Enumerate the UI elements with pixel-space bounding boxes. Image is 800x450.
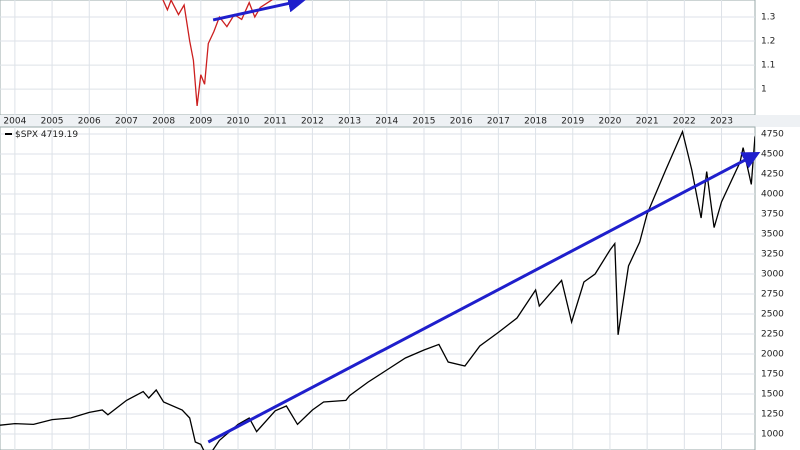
x-tick-label: 2004: [3, 117, 26, 127]
x-tick-label: 2017: [487, 117, 510, 127]
legend-label: $SPX 4719.19: [15, 130, 78, 140]
y-tick-label: 3500: [761, 230, 784, 240]
x-tick-label: 2007: [115, 117, 138, 127]
x-tick-label: 2009: [189, 117, 212, 127]
x-tick-label: 2011: [264, 117, 287, 127]
y-tick-label: 2500: [761, 310, 784, 320]
x-tick-label: 2014: [375, 117, 398, 127]
top-panel: [0, 0, 756, 116]
y-tick-label: 4000: [761, 190, 784, 200]
x-tick-label: 2013: [338, 117, 361, 127]
y-tick-label: 1500: [761, 390, 784, 400]
y-tick-label: 2250: [761, 330, 784, 340]
y-tick-label: 1250: [761, 410, 784, 420]
y-tick-label: 1.3: [761, 13, 775, 23]
x-tick-label: 2023: [710, 117, 733, 127]
y-tick-label: 4750: [761, 130, 784, 140]
series-line: [162, 0, 304, 106]
x-tick-label: 2019: [561, 117, 584, 127]
x-tick-label: 2018: [524, 117, 547, 127]
x-tick-label: 2016: [450, 117, 473, 127]
y-tick-label: 3000: [761, 270, 784, 280]
y-tick-label: 4500: [761, 150, 784, 160]
plot-area: [162, 0, 304, 106]
y-tick-label: 2000: [761, 350, 784, 360]
x-tick-label: 2006: [78, 117, 101, 127]
y-tick-label: 2750: [761, 290, 784, 300]
x-tick-label: 2022: [673, 117, 696, 127]
x-tick-label: 2008: [152, 117, 175, 127]
date-strip: [0, 115, 800, 127]
x-tick-label: 2010: [227, 117, 250, 127]
y-tick-label: 1000: [761, 430, 784, 440]
legend-name: $SPX: [15, 130, 38, 140]
y-tick-label: 1.2: [761, 37, 775, 47]
y-tick-label: 4250: [761, 170, 784, 180]
bottom-panel: [0, 126, 756, 450]
y-tick-label: 1: [761, 85, 767, 95]
y-tick-label: 1750: [761, 370, 784, 380]
x-tick-label: 2005: [41, 117, 64, 127]
y-tick-label: 1.1: [761, 61, 775, 71]
x-tick-label: 2015: [413, 117, 436, 127]
y-tick-label: 3250: [761, 250, 784, 260]
y-tick-label: 3750: [761, 210, 784, 220]
plot-area: [0, 129, 755, 450]
legend-last-value: 4719.19: [41, 130, 78, 140]
x-tick-label: 2012: [301, 117, 324, 127]
x-tick-label: 2020: [598, 117, 621, 127]
trend-arrow: [207, 152, 761, 444]
series-line: [0, 129, 755, 450]
trend-arrow: [212, 0, 307, 22]
x-tick-label: 2021: [636, 117, 659, 127]
